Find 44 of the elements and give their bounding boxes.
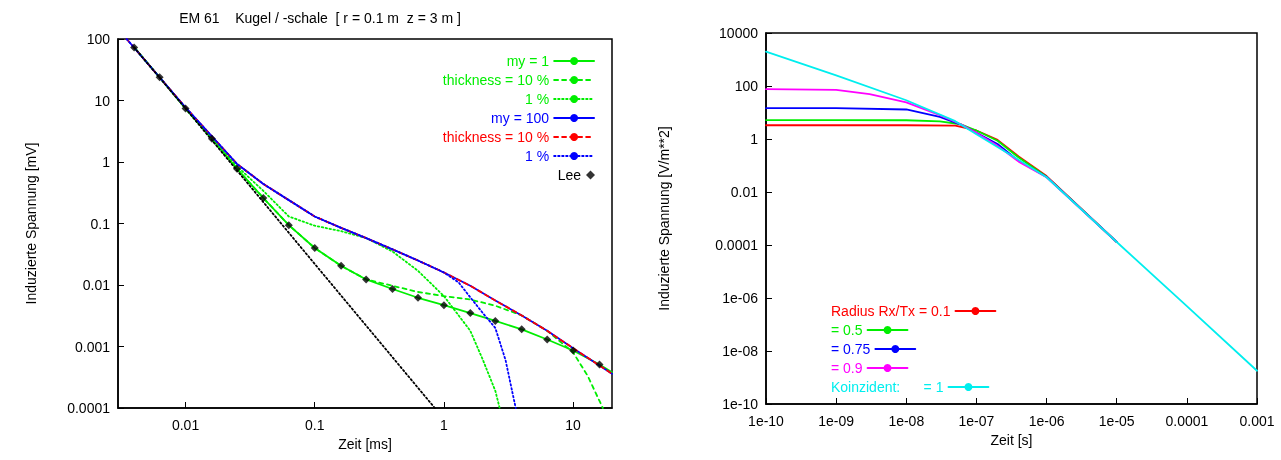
y-tick-label: 1 xyxy=(750,131,759,147)
x-tick-label: 1e-06 xyxy=(1028,413,1065,429)
y-tick-label: 10000 xyxy=(719,25,759,41)
y-tick-label: 100 xyxy=(734,78,759,94)
y-tick-label: 0.01 xyxy=(82,277,111,293)
legend-label: = 0.5 xyxy=(831,322,863,338)
x-tick-label: 1e-10 xyxy=(748,413,785,429)
y-tick-label: 0.01 xyxy=(730,184,759,200)
x-tick-label: 1e-07 xyxy=(958,413,995,429)
x-tick-label: 0.01 xyxy=(171,417,200,433)
y-tick-label: 1e-08 xyxy=(722,343,759,359)
legend-label: Koinzident: = 1 xyxy=(830,379,944,395)
legend-label: my = 100 xyxy=(491,110,550,126)
legend-label: my = 1 xyxy=(506,53,550,69)
y-tick-label: 1e-06 xyxy=(722,290,759,306)
x-tick-label: 0.001 xyxy=(1239,413,1275,429)
x-tick-label: 1e-08 xyxy=(888,413,925,429)
legend-label: Lee xyxy=(557,167,582,183)
legend-label: 1 % xyxy=(524,91,550,107)
x-axis-title: Zeit [s] xyxy=(990,431,1033,448)
y-tick-label: 0.001 xyxy=(74,338,111,355)
chart-title: EM 61 Kugel / -schale [ r = 0.1 m z = 3 m ] xyxy=(179,10,461,26)
x-tick-label: 0.0001 xyxy=(1165,413,1209,429)
y-tick-label: 1 xyxy=(102,154,111,170)
legend-label: = 0.9 xyxy=(831,360,863,376)
y-tick-label: 0.0001 xyxy=(715,237,759,253)
y-tick-label: 100 xyxy=(86,31,111,47)
legend-label: thickness = 10 % xyxy=(442,129,550,145)
legend-label: 1 % xyxy=(524,148,550,164)
x-tick-label: 1e-05 xyxy=(1098,413,1135,429)
legend-label: thickness = 10 % xyxy=(442,72,550,88)
y-tick-label: 1e-10 xyxy=(722,396,759,412)
y-axis-title: Induzierte Spannung [mV] xyxy=(23,142,39,305)
x-tick-label: 10 xyxy=(565,417,582,433)
x-axis-title: Zeit [ms] xyxy=(338,435,392,452)
legend-label: Radius Rx/Tx = 0.1 xyxy=(831,303,951,319)
legend-label: = 0.75 xyxy=(830,341,871,357)
y-axis-title: Induzierte Spannung [V/m**2] xyxy=(656,126,672,311)
y-tick-label: 0.0001 xyxy=(67,400,111,416)
y-tick-label: 10 xyxy=(94,92,111,109)
x-tick-label: 0.1 xyxy=(305,417,325,433)
y-tick-label: 0.1 xyxy=(90,215,111,232)
x-tick-label: 1 xyxy=(440,417,449,433)
x-tick-label: 1e-09 xyxy=(818,413,855,429)
